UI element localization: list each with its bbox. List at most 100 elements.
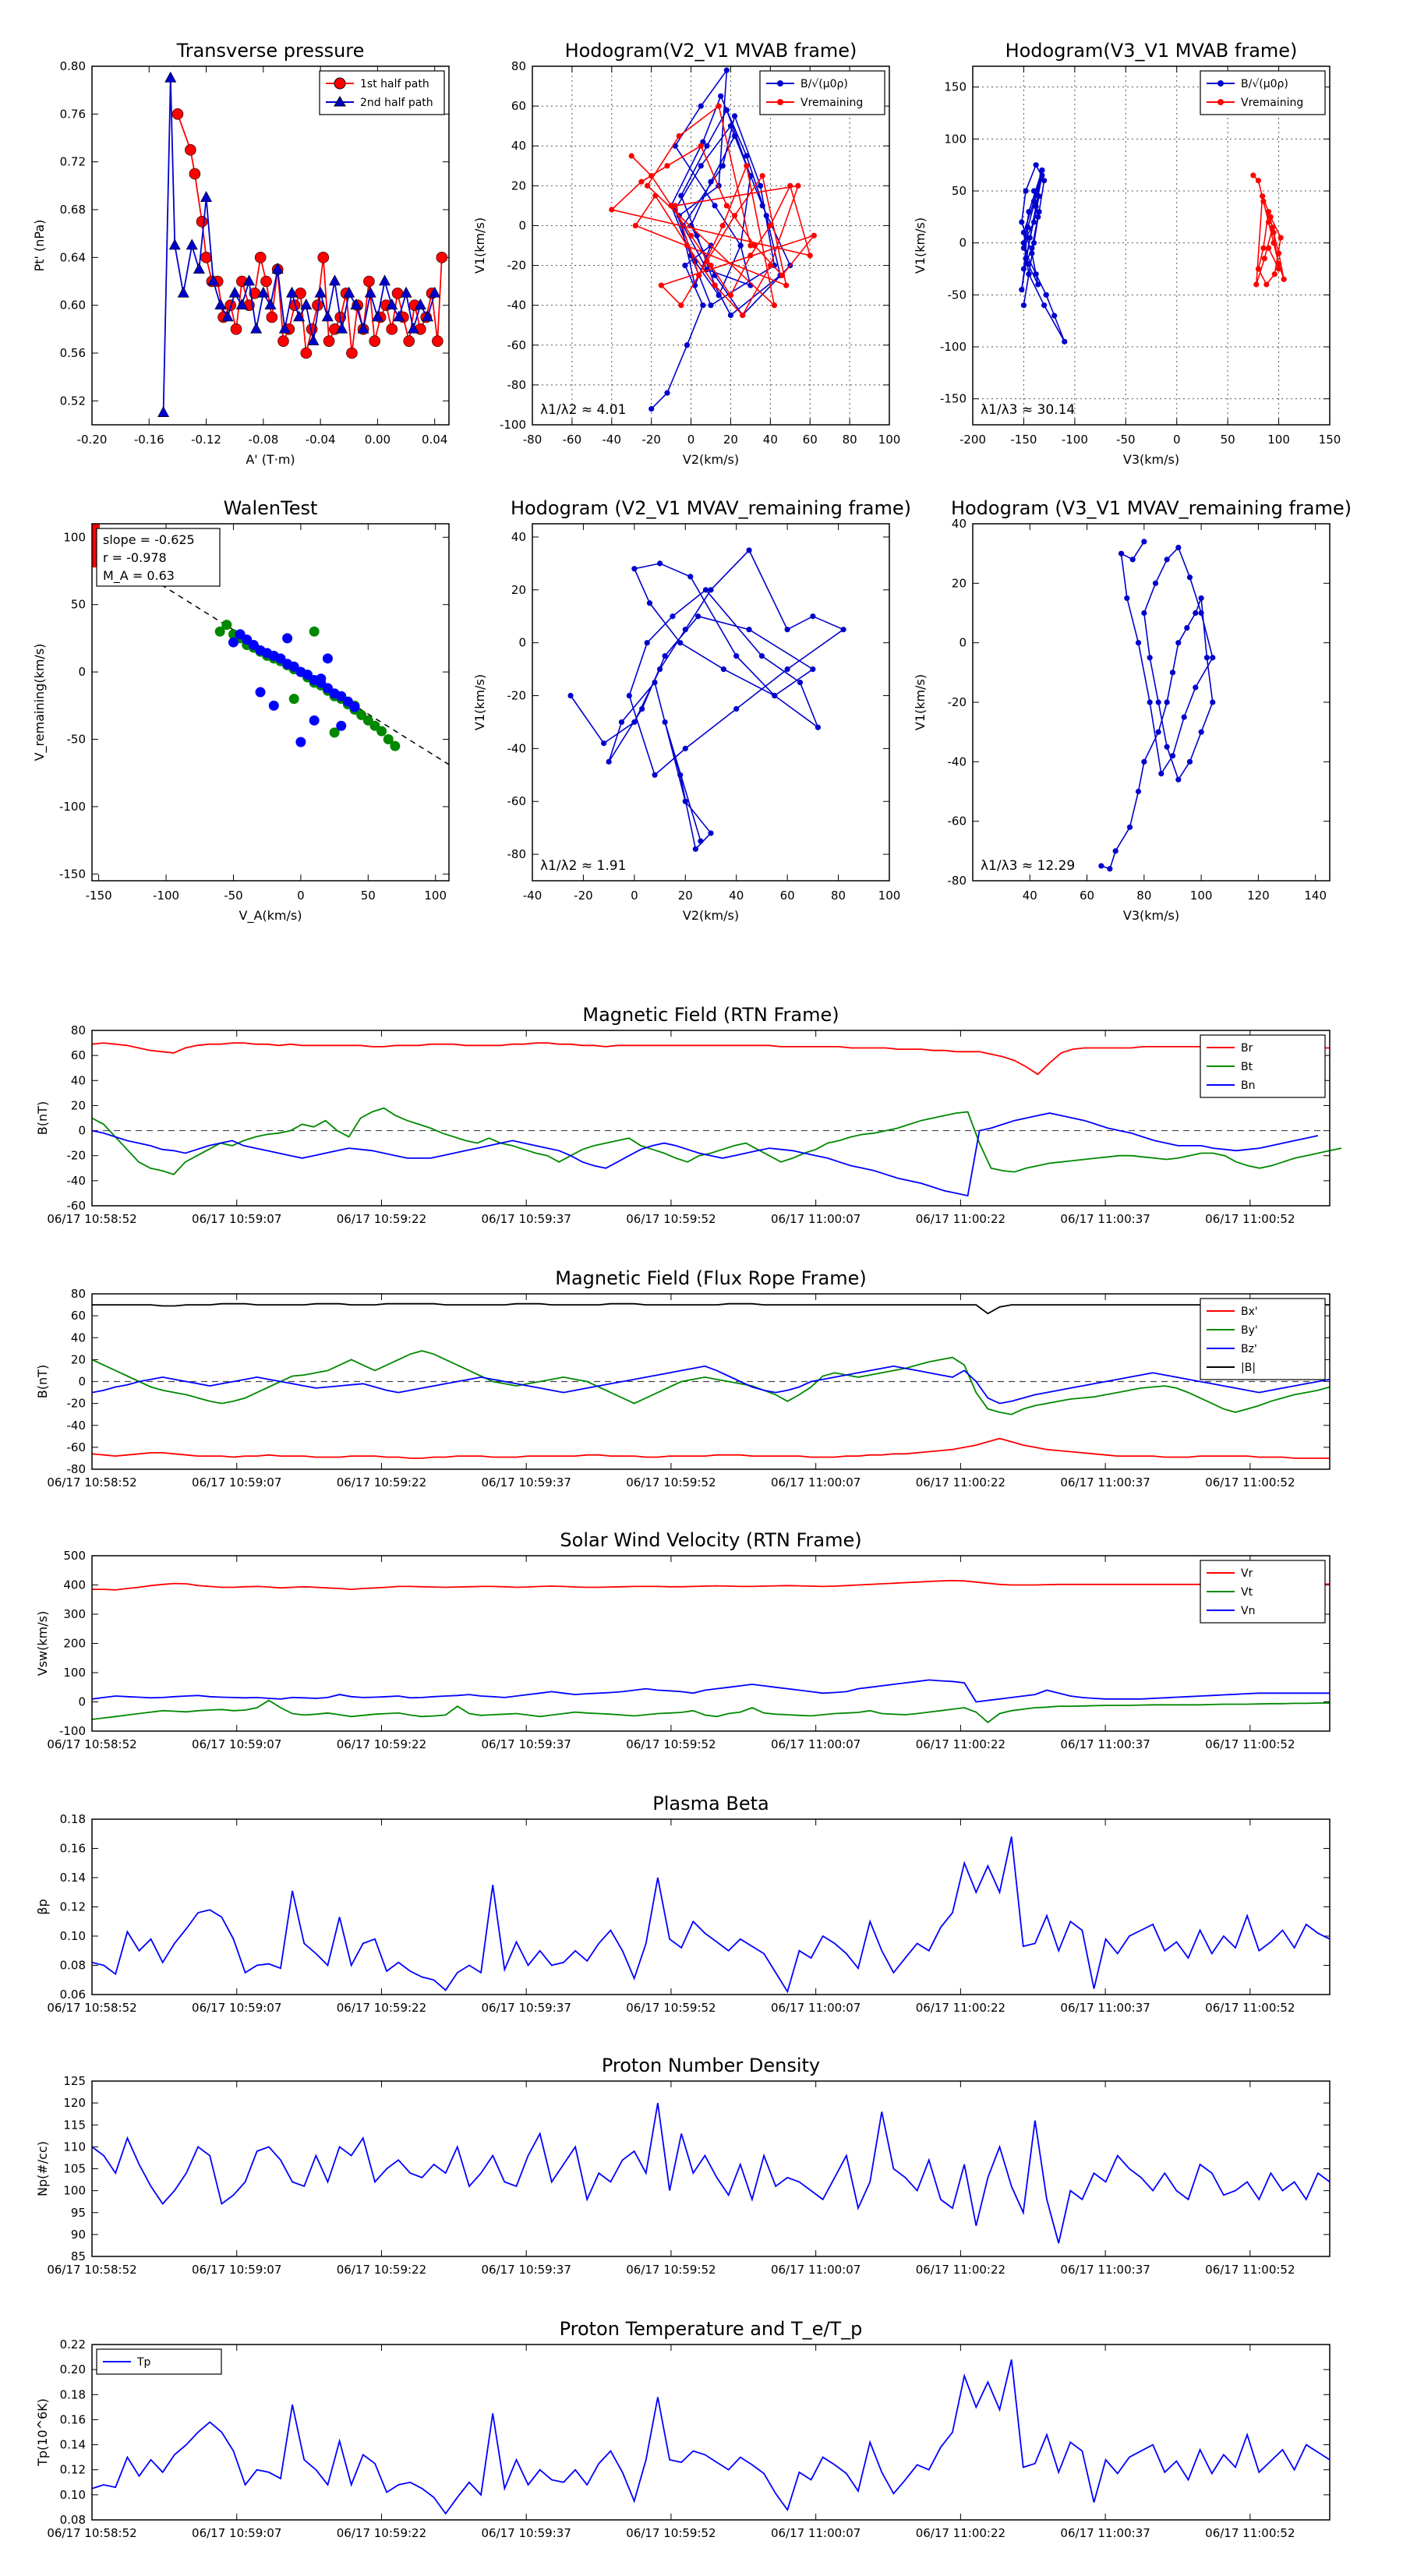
time-tick-label: 06/17 11:00:37: [1060, 2001, 1150, 2015]
time-tick-label: 06/17 11:00:37: [1060, 2526, 1150, 2540]
series-line-vn: [91, 1679, 1330, 1703]
data-point: [376, 726, 387, 737]
panel-hodo4: Hodogram (V3_V1 MVAV_remaining frame)40 6…: [913, 497, 1352, 923]
data-point: [747, 253, 754, 259]
data-point: [1020, 302, 1027, 309]
data-point: [687, 574, 694, 580]
data-point: [314, 286, 327, 298]
series-path: [1101, 541, 1214, 870]
data-point: [698, 103, 704, 109]
data-point: [200, 252, 212, 263]
y-tick-label: 0: [78, 665, 86, 679]
time-tick-label: 06/17 10:59:22: [337, 2526, 426, 2540]
plot-frame: [91, 1030, 1331, 1207]
y-tick-label: 0.60: [60, 299, 86, 313]
time-tick-label: 06/17 10:59:37: [482, 2526, 571, 2540]
time-tick-label: 06/17 11:00:22: [916, 1212, 1005, 1226]
data-point: [288, 694, 299, 705]
data-point: [1025, 260, 1031, 267]
plot-area: [92, 1030, 1330, 1206]
legend: Br Bt Bn: [1200, 1034, 1326, 1098]
data-point: [379, 274, 391, 286]
series-line-tp: [91, 2359, 1331, 2515]
y-tick-label: 0.56: [60, 346, 86, 360]
data-point: [810, 666, 816, 673]
time-tick-label: 06/17 10:59:52: [626, 2526, 716, 2540]
stats-box: slope = -0.625 r = -0.978 M_A = 0.63: [96, 528, 221, 587]
x-tick-label: 0.00: [365, 433, 391, 447]
x-tick-label: 100: [878, 889, 901, 903]
data-point: [228, 286, 241, 298]
data-point: [727, 312, 734, 319]
data-point: [1255, 266, 1261, 272]
series-path: [570, 549, 845, 850]
data-point: [779, 272, 786, 278]
data-point: [328, 274, 341, 286]
data-point: [193, 263, 205, 274]
time-tick-label: 06/17 11:00:52: [1205, 2526, 1295, 2540]
data-point: [386, 323, 398, 335]
data-point: [436, 252, 448, 263]
data-point: [656, 560, 663, 567]
x-tick-label: 100: [1190, 889, 1213, 903]
data-point: [1026, 209, 1032, 215]
data-point: [767, 222, 773, 229]
data-point: [795, 182, 801, 189]
y-tick-label: 120: [63, 2096, 86, 2110]
data-point: [349, 701, 360, 712]
data-point: [168, 239, 181, 250]
data-point: [811, 232, 817, 239]
data-point: [268, 700, 279, 711]
data-point: [720, 666, 726, 673]
time-tick-label: 06/17 10:59:52: [626, 2001, 716, 2015]
y-tick-label: 0.16: [60, 1842, 86, 1856]
data-point: [422, 310, 434, 322]
data-point: [696, 272, 702, 278]
data-point: [692, 846, 698, 852]
data-point: [364, 286, 376, 298]
y-tick-label: -40: [67, 1419, 87, 1433]
x-axis-label: V3(km/s): [1123, 452, 1179, 467]
plot-area: [92, 2081, 1330, 2256]
y-tick-label: 100: [944, 132, 967, 146]
data-point: [723, 203, 730, 209]
y-tick-label: 0: [78, 1695, 86, 1709]
data-point: [1039, 172, 1045, 178]
data-point: [1155, 699, 1161, 705]
y-tick-label: 95: [71, 2206, 86, 2220]
data-point: [1026, 271, 1032, 277]
data-point: [1027, 235, 1033, 241]
data-point: [1193, 684, 1199, 691]
time-tick-label: 06/17 10:58:52: [47, 1475, 136, 1489]
x-tick-label: -0.04: [306, 433, 336, 447]
y-tick-label: 100: [63, 530, 86, 544]
data-point: [1260, 193, 1266, 200]
data-point: [698, 838, 704, 844]
legend-label: Bt: [1241, 1061, 1253, 1073]
series-line-bx-: [91, 1437, 1330, 1459]
data-point: [1135, 788, 1142, 795]
data-point: [1020, 245, 1027, 251]
y-axis-label: Np(#/cc): [35, 2141, 50, 2196]
data-point: [277, 335, 289, 347]
data-point: [1275, 250, 1282, 256]
data-point: [784, 627, 790, 633]
y-tick-label: 90: [71, 2228, 86, 2242]
chart-title: Hodogram(V3_V1 MVAB frame): [1005, 40, 1298, 62]
data-point: [356, 709, 367, 720]
panel-hodo3: Hodogram (V2_V1 MVAV_remaining frame) -40…: [472, 497, 911, 923]
data-point: [407, 322, 419, 334]
plot-frame: [91, 1818, 1331, 1995]
y-tick-label: 85: [71, 2249, 86, 2263]
data-point: [759, 172, 765, 179]
y-tick-label: 0: [959, 236, 967, 250]
y-tick-label: -40: [67, 1174, 87, 1188]
data-point: [719, 163, 726, 169]
data-point: [708, 587, 714, 593]
x-tick-label: 0: [687, 433, 695, 447]
x-tick-label: -100: [1062, 433, 1088, 447]
data-point: [1184, 624, 1190, 631]
data-point: [698, 163, 704, 169]
y-tick-label: -150: [940, 392, 967, 406]
data-point: [1255, 178, 1261, 184]
